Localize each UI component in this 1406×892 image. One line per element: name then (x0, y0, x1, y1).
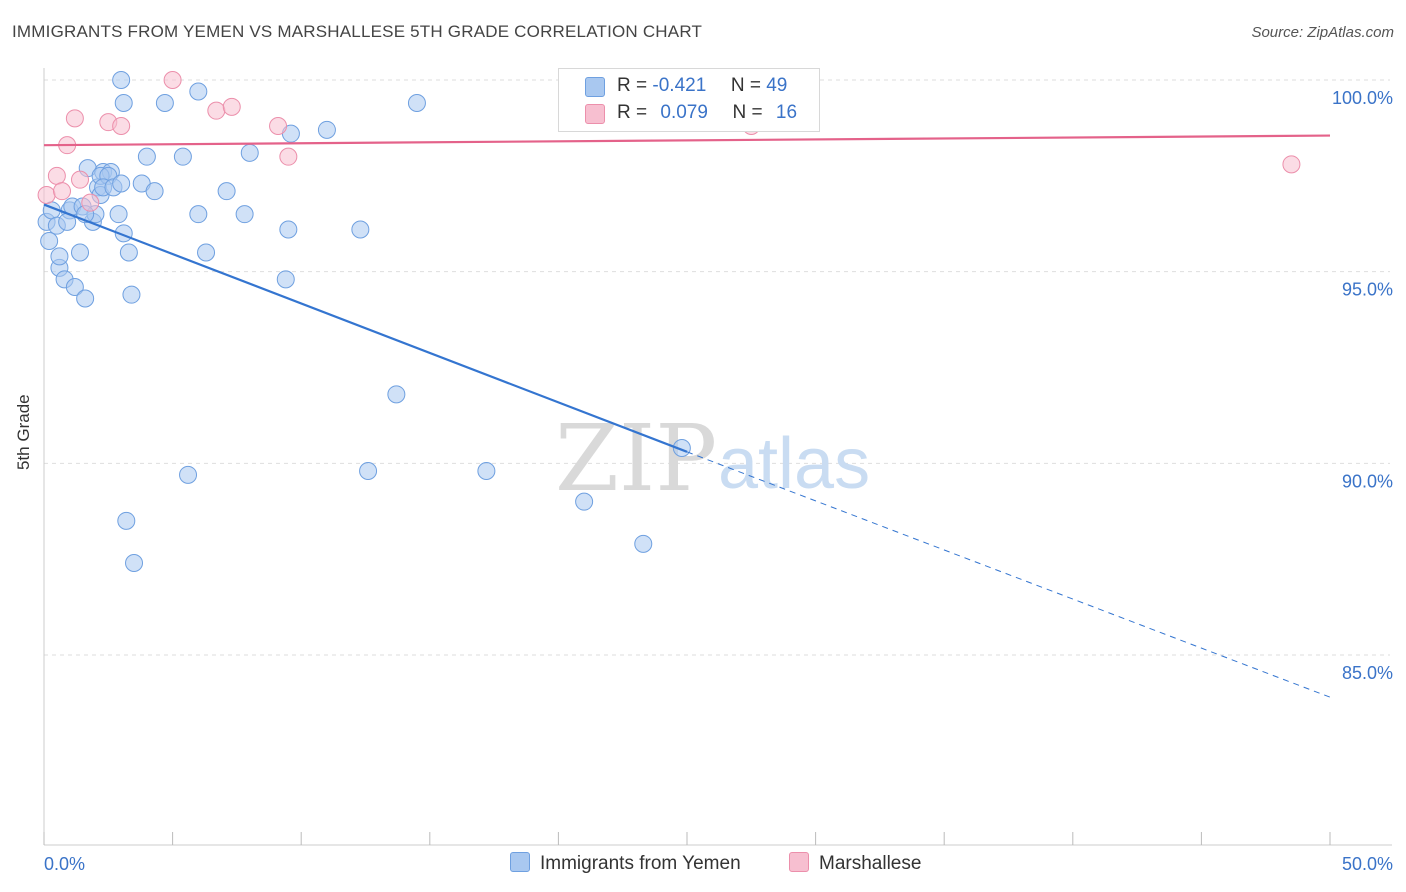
bottom-legend-marshallese: Marshallese (789, 852, 921, 875)
point-yemen (317, 120, 336, 139)
point-marshallese (207, 101, 226, 120)
point-yemen (240, 143, 259, 162)
watermark-atlas: atlas (718, 424, 870, 504)
y-tick-label: 90.0% (1342, 471, 1393, 491)
r-label: R = (617, 102, 648, 123)
trend-line-yemen-extension (686, 451, 1331, 698)
point-yemen (145, 182, 164, 201)
point-yemen (112, 174, 131, 193)
axes (43, 68, 1392, 846)
r-value-yemen: -0.421 (652, 75, 707, 96)
point-marshallese (112, 117, 131, 135)
point-yemen (119, 243, 138, 262)
point-yemen (634, 534, 653, 553)
bottom-legend-label-marshallese: Marshallese (819, 853, 922, 874)
x-tick-label-min: 0.0% (44, 854, 85, 874)
point-yemen (351, 220, 370, 239)
point-marshallese (269, 117, 288, 135)
point-yemen (50, 247, 69, 266)
point-yemen (125, 554, 144, 572)
n-value-yemen: 49 (766, 75, 788, 96)
point-yemen (387, 385, 406, 404)
point-marshallese (163, 71, 182, 89)
point-yemen (575, 492, 594, 511)
point-yemen (477, 462, 496, 480)
point-marshallese (222, 97, 241, 116)
stats-legend: R = -0.421 N = 49 R = 0.079 N = 16 (558, 68, 820, 132)
point-yemen (197, 243, 216, 262)
point-yemen (189, 205, 208, 224)
point-yemen (276, 270, 295, 289)
source-label: Source: ZipAtlas.com (1251, 24, 1394, 41)
point-marshallese (53, 182, 72, 201)
point-marshallese (71, 170, 90, 189)
point-yemen (279, 220, 298, 239)
point-yemen (235, 205, 254, 224)
y-tick-label: 100.0% (1332, 88, 1393, 108)
bottom-legend-yemen: Immigrants from Yemen (510, 852, 741, 875)
n-label: N = (730, 75, 761, 96)
point-marshallese (47, 166, 66, 185)
point-yemen (109, 205, 128, 224)
point-yemen (217, 182, 236, 201)
tick-labels: 100.0% 95.0% 90.0% 85.0% 0.0% 50.0% (44, 88, 1393, 874)
n-value-marshallese: 16 (775, 102, 798, 123)
point-marshallese (81, 193, 100, 212)
r-label: R = (617, 75, 648, 96)
point-yemen (76, 289, 95, 308)
grid-lines (44, 79, 1390, 656)
point-yemen (155, 94, 174, 112)
data-points (37, 71, 1301, 572)
chart-title: IMMIGRANTS FROM YEMEN VS MARSHALLESE 5TH… (12, 22, 703, 41)
point-yemen (71, 243, 90, 262)
legend-swatch-marshallese (585, 104, 605, 124)
y-tick-label: 95.0% (1342, 280, 1393, 300)
point-yemen (359, 462, 378, 480)
point-marshallese (1282, 155, 1301, 174)
bottom-legend-label-yemen: Immigrants from Yemen (540, 853, 741, 874)
point-yemen (112, 71, 131, 89)
trend-line-yemen (43, 203, 688, 453)
trend-line-marshallese (43, 134, 1331, 147)
point-yemen (122, 285, 141, 304)
n-label: N = (732, 102, 763, 123)
point-marshallese (65, 109, 84, 128)
bottom-legend-swatch-marshallese (789, 852, 809, 872)
y-tick-label: 85.0% (1342, 663, 1393, 683)
bottom-legend-swatch-yemen (510, 852, 530, 872)
point-marshallese (279, 147, 298, 166)
legend-swatch-yemen (585, 77, 605, 97)
point-yemen (114, 94, 133, 112)
r-value-marshallese: 0.079 (660, 102, 708, 123)
point-marshallese (37, 186, 56, 204)
y-axis-label: 5th Grade (14, 394, 33, 470)
x-tick-label-max: 50.0% (1342, 854, 1393, 874)
trend-lines (43, 134, 1331, 698)
point-yemen (40, 232, 59, 250)
point-yemen (189, 82, 208, 101)
point-yemen (173, 147, 192, 166)
point-yemen (117, 511, 136, 530)
watermark: ZIP atlas (555, 405, 870, 512)
point-yemen (179, 465, 198, 484)
point-yemen (137, 147, 156, 166)
point-yemen (65, 278, 84, 296)
point-yemen (407, 94, 426, 112)
